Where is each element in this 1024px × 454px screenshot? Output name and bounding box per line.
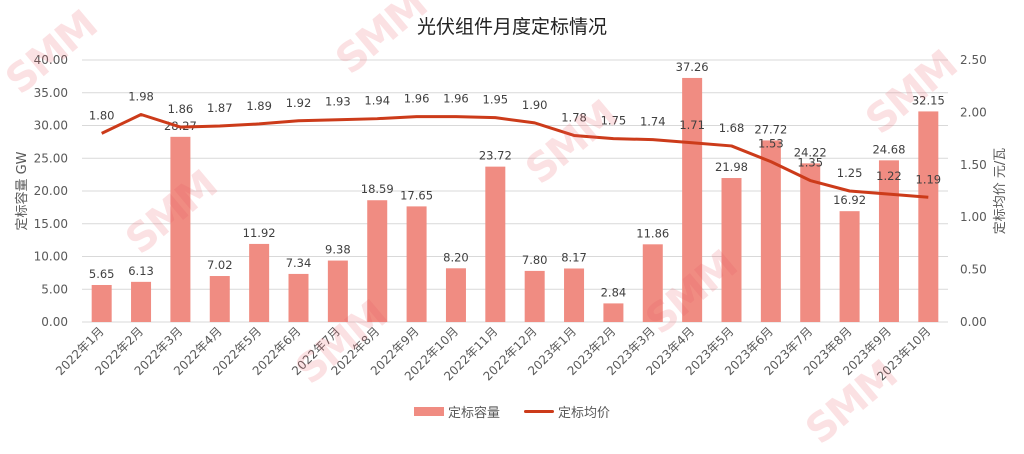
- bar-data-label: 23.72: [479, 149, 512, 163]
- bar[interactable]: [760, 140, 781, 322]
- bar[interactable]: [642, 244, 663, 322]
- line-data-label: 1.80: [89, 108, 115, 122]
- bar[interactable]: [682, 77, 703, 323]
- line-data-label: 1.90: [522, 98, 548, 112]
- bar-data-label: 2.84: [601, 285, 627, 299]
- line-data-label: 1.22: [876, 169, 902, 183]
- y2-tick-label: 0.50: [960, 263, 987, 277]
- y-tick-label: 15.00: [34, 217, 68, 231]
- line-data-label: 1.87: [207, 101, 233, 115]
- line-data-label: 1.96: [404, 92, 430, 106]
- bar-data-label: 5.65: [89, 267, 115, 281]
- bar[interactable]: [800, 163, 821, 322]
- line-data-label: 1.94: [364, 94, 390, 108]
- line-data-label: 1.74: [640, 115, 666, 129]
- bar-data-label: 9.38: [325, 243, 351, 257]
- bar[interactable]: [445, 268, 466, 322]
- bar-data-label: 7.80: [522, 253, 548, 267]
- bar[interactable]: [564, 268, 585, 322]
- bar-data-label: 21.98: [715, 160, 748, 174]
- y-tick-label: 0.00: [41, 315, 68, 329]
- y2-tick-label: 1.50: [960, 158, 987, 172]
- bar-data-label: 27.72: [754, 122, 787, 136]
- bar-data-label: 8.20: [443, 250, 469, 264]
- legend-item-capacity[interactable]: 定标容量: [413, 402, 500, 421]
- y-tick-label: 25.00: [34, 151, 68, 165]
- bar[interactable]: [839, 211, 860, 322]
- bar-data-label: 18.59: [361, 182, 394, 196]
- y-axis-title: 定标容量 GW: [14, 151, 30, 230]
- bar-data-label: 16.92: [833, 193, 866, 207]
- bar[interactable]: [249, 243, 270, 322]
- line-data-label: 1.71: [679, 118, 705, 132]
- line-data-label: 1.92: [286, 96, 312, 110]
- y-tick-label: 30.00: [34, 119, 68, 133]
- bar-data-label: 11.92: [243, 226, 276, 240]
- legend-label-capacity: 定标容量: [447, 406, 500, 421]
- bar[interactable]: [721, 178, 742, 322]
- line-data-label: 1.96: [443, 92, 469, 106]
- bar[interactable]: [367, 200, 388, 322]
- chart-title: 光伏组件月度定标情况: [416, 16, 607, 38]
- bar[interactable]: [603, 303, 624, 322]
- line-data-label: 1.19: [916, 172, 942, 186]
- bar-data-label: 17.65: [400, 188, 433, 202]
- bar-data-label: 7.34: [286, 256, 312, 270]
- bar-data-label: 7.02: [207, 258, 233, 272]
- bar[interactable]: [170, 136, 191, 322]
- line-data-label: 1.98: [128, 89, 154, 103]
- bar[interactable]: [209, 276, 230, 322]
- y-tick-label: 35.00: [34, 86, 68, 100]
- line-data-label: 1.53: [758, 137, 784, 151]
- y-tick-label: 5.00: [41, 282, 68, 296]
- line-data-label: 1.78: [561, 110, 587, 124]
- bar[interactable]: [918, 111, 939, 322]
- bar-data-label: 24.68: [872, 142, 905, 156]
- line-data-label: 1.86: [168, 102, 194, 116]
- bar[interactable]: [524, 270, 545, 322]
- price-line[interactable]: [101, 112, 929, 199]
- chart-legend: 定标容量 定标均价: [0, 402, 1024, 421]
- bar[interactable]: [485, 166, 506, 322]
- line-data-label: 1.95: [483, 93, 509, 107]
- y2-tick-label: 2.50: [960, 53, 987, 67]
- y2-tick-label: 1.00: [960, 210, 987, 224]
- bar[interactable]: [288, 273, 309, 322]
- bar-data-label: 24.22: [794, 145, 827, 159]
- bar[interactable]: [131, 281, 152, 322]
- bar[interactable]: [406, 206, 427, 322]
- legend-label-price: 定标均价: [558, 406, 611, 421]
- line-data-label: 1.25: [837, 166, 863, 180]
- y2-axis-title: 定标均价 元/瓦: [993, 148, 1008, 235]
- y2-tick-label: 2.00: [960, 105, 987, 119]
- chart-plot-area: 0.00 5.00 10.00 15.00 20.00 25.00 30.00 35.00 40…: [14, 53, 1008, 383]
- y-tick-label: 10.00: [34, 250, 68, 264]
- bar[interactable]: [91, 284, 112, 322]
- line-data-label: 1.68: [719, 121, 745, 135]
- line-swatch-icon: [524, 410, 554, 413]
- line-data-label: 1.35: [797, 156, 823, 170]
- bar-data-label: 32.15: [912, 93, 945, 107]
- bar-data-label: 8.17: [561, 250, 587, 264]
- bar-data-label: 11.86: [636, 226, 669, 240]
- y-tick-label: 20.00: [34, 184, 68, 198]
- bar-data-label: 37.26: [676, 60, 709, 74]
- legend-item-price[interactable]: 定标均价: [524, 402, 610, 421]
- bar[interactable]: [878, 160, 899, 322]
- y2-tick-label: 0.00: [960, 315, 987, 329]
- y-tick-label: 40.00: [34, 53, 68, 67]
- line-data-label: 1.93: [325, 95, 351, 109]
- bar[interactable]: [327, 260, 348, 322]
- bar-swatch-icon: [413, 407, 444, 416]
- line-data-label: 1.89: [246, 99, 272, 113]
- bar-data-label: 6.13: [128, 264, 154, 278]
- line-data-label: 1.75: [601, 114, 627, 128]
